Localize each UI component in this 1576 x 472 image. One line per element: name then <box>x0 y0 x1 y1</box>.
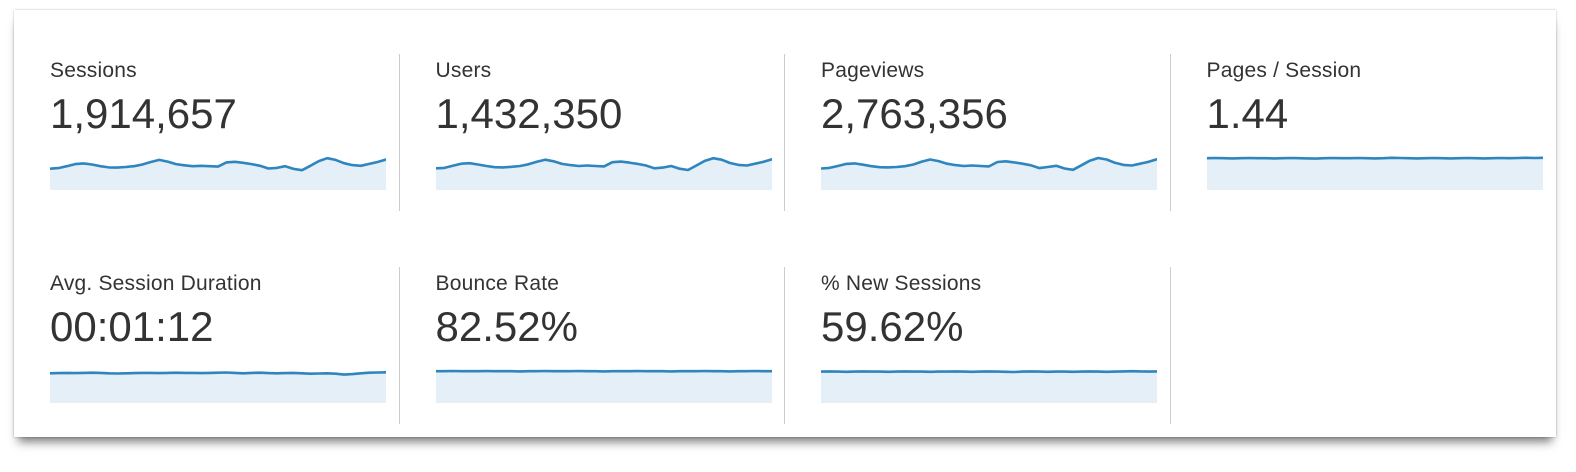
metric-value: 2,763,356 <box>821 90 1008 137</box>
sparkline-area <box>435 158 772 190</box>
metric-card-bounce-rate[interactable]: Bounce Rate 82.52% <box>400 223 786 437</box>
metric-card-users[interactable]: Users 1,432,350 <box>400 10 786 223</box>
sparkline-area <box>821 158 1157 190</box>
sparkline-area <box>50 158 386 190</box>
metric-sparkline-chart <box>821 156 1157 190</box>
sparkline-line <box>1206 156 1543 160</box>
metric-label: Pageviews <box>821 59 925 82</box>
metric-label: Pages / Session <box>1206 59 1362 82</box>
metric-value: 00:01:12 <box>50 303 214 350</box>
dashboard-panel: Sessions 1,914,657 Users 1,432,350 Pagev… <box>14 10 1556 437</box>
sparkline-area <box>1206 157 1543 190</box>
sparkline-area <box>821 371 1157 403</box>
metric-value: 82.52% <box>435 303 578 350</box>
sparkline-line <box>821 369 1157 374</box>
metric-sparkline-chart <box>1206 156 1543 190</box>
metric-value: 1,914,657 <box>50 90 237 137</box>
sparkline-line <box>435 156 772 172</box>
metric-label: Bounce Rate <box>435 272 560 295</box>
metric-label: Avg. Session Duration <box>50 272 262 295</box>
metric-label: % New Sessions <box>821 272 982 295</box>
metric-label: Sessions <box>50 59 137 82</box>
sparkline-line <box>50 156 386 172</box>
metric-value: 1,432,350 <box>435 90 623 137</box>
metric-card-avg-session-duration[interactable]: Avg. Session Duration 00:01:12 <box>14 223 400 437</box>
metric-card-pages-session[interactable]: Pages / Session 1.44 <box>1171 10 1557 223</box>
metric-sparkline-chart <box>50 156 386 190</box>
metrics-grid: Sessions 1,914,657 Users 1,432,350 Pagev… <box>14 10 1556 437</box>
metric-card-pageviews[interactable]: Pageviews 2,763,356 <box>785 10 1171 223</box>
metric-sparkline-chart <box>821 369 1157 403</box>
metric-value: 59.62% <box>821 303 964 350</box>
metric-sparkline-chart <box>50 371 386 403</box>
sparkline-area <box>50 372 386 403</box>
metric-label: Users <box>435 59 492 82</box>
empty-cell <box>1171 223 1557 437</box>
metric-sparkline-chart <box>435 369 772 403</box>
metric-card-new-sessions[interactable]: % New Sessions 59.62% <box>785 223 1171 437</box>
sparkline-line <box>50 371 386 376</box>
metric-value: 1.44 <box>1206 90 1289 137</box>
metric-card-sessions[interactable]: Sessions 1,914,657 <box>14 10 400 223</box>
sparkline-area <box>435 371 772 403</box>
metric-sparkline-chart <box>435 156 772 190</box>
sparkline-line <box>821 156 1157 172</box>
